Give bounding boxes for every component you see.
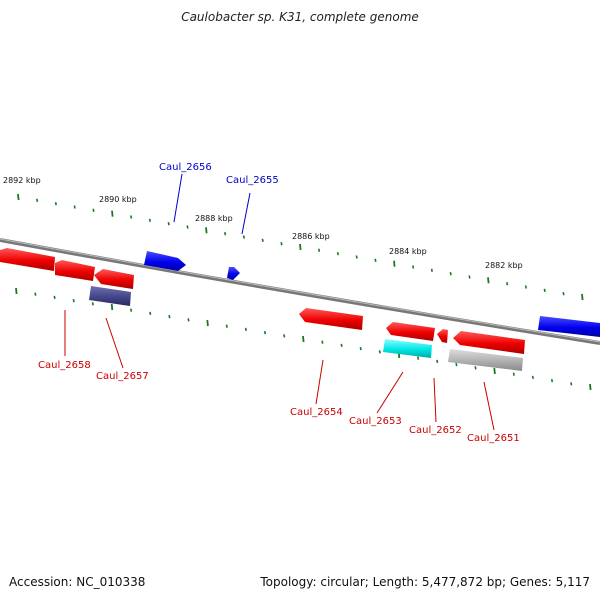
forward-genes — [144, 251, 600, 337]
outer-tick — [393, 260, 396, 267]
gene-arrow-caul-2657-red[interactable] — [94, 269, 134, 289]
outer-tick — [148, 218, 151, 222]
inner-tick — [263, 330, 267, 335]
inner-tick — [550, 378, 554, 383]
inner-tick — [417, 356, 420, 360]
gene-arrow-caul-2653-red[interactable] — [386, 322, 435, 341]
outer-tick — [224, 232, 227, 236]
inner-tick — [589, 383, 592, 391]
gene-block-right-edge[interactable] — [538, 316, 600, 337]
gene-arrow-caul-2658b[interactable] — [55, 260, 95, 281]
outer-tick — [449, 272, 452, 276]
outer-tick — [36, 198, 39, 202]
gene-arrow-caul-2652[interactable] — [437, 329, 448, 343]
gene-label-caul-2658[interactable]: Caul_2658 — [38, 360, 91, 371]
inner-tick — [72, 298, 75, 303]
outer-tick — [261, 238, 264, 242]
inner-tick — [34, 292, 37, 296]
gene-arrow-caul-2655[interactable] — [227, 267, 240, 280]
outer-tick — [73, 205, 76, 209]
genome-backbone — [0, 238, 600, 345]
inner-tick — [244, 327, 247, 332]
inner-tick — [110, 303, 114, 311]
outer-tick — [374, 258, 377, 262]
outer-tick — [205, 227, 208, 234]
outer-tick — [412, 265, 415, 269]
accession-text: Accession: NC_010338 — [9, 575, 146, 589]
outer-tick — [355, 255, 358, 259]
outer-tick — [506, 282, 509, 286]
map-title: Caulobacter sp. K31, complete genome — [181, 10, 419, 24]
outer-tick — [280, 242, 283, 246]
outer-tick — [130, 215, 133, 219]
genome-summary-text: Topology: circular; Length: 5,477,872 bp… — [260, 575, 590, 589]
gene-label-caul-2655[interactable]: Caul_2655 — [226, 175, 279, 186]
inner-tick — [15, 287, 18, 295]
gene-arrow-caul-2658[interactable] — [0, 248, 55, 271]
inner-tick — [130, 308, 133, 312]
outer-tick — [54, 202, 57, 206]
outer-tick — [318, 248, 321, 252]
inner-tick — [225, 324, 228, 328]
outer-tick — [524, 285, 527, 289]
inner-tick — [206, 319, 209, 327]
inner-tick — [493, 367, 496, 375]
inner-tick — [512, 372, 515, 376]
outer-tick — [336, 252, 339, 256]
inner-tick — [91, 302, 94, 306]
ruler-label-2892: 2892 kbp — [3, 176, 41, 185]
outer-tick — [430, 268, 433, 272]
tick-marks — [15, 193, 592, 391]
genome-backbone-highlight — [0, 238, 600, 343]
reverse-genes — [0, 248, 525, 371]
ruler-label-2886: 2886 kbp — [292, 232, 330, 241]
gene-label-caul-2653[interactable]: Caul_2653 — [349, 416, 402, 427]
outer-tick — [92, 208, 95, 212]
inner-tick — [283, 334, 286, 338]
outer-tick — [111, 210, 114, 217]
inner-tick — [302, 335, 305, 343]
inner-tick — [187, 318, 190, 322]
outer-tick — [543, 288, 546, 292]
inner-tick — [531, 375, 534, 380]
inner-tick — [149, 311, 152, 316]
outer-tick — [186, 225, 189, 229]
inner-tick — [168, 314, 171, 319]
inner-tick — [340, 343, 343, 348]
gene-block-caul-2657[interactable] — [89, 286, 131, 306]
outer-tick — [562, 292, 565, 296]
gene-block-caul-2653[interactable] — [383, 339, 432, 358]
inner-tick — [570, 382, 573, 386]
gene-arrow-caul-2654[interactable] — [299, 308, 363, 330]
inner-tick — [359, 346, 362, 351]
gene-label-caul-2651[interactable]: Caul_2651 — [467, 433, 520, 444]
gene-arrow-caul-2651[interactable] — [453, 331, 525, 354]
inner-tick — [474, 366, 477, 370]
ruler-label-2882: 2882 kbp — [485, 261, 523, 270]
gene-arrow-caul-2656[interactable] — [144, 251, 186, 271]
outer-tick — [581, 293, 584, 301]
gene-label-caul-2657[interactable]: Caul_2657 — [96, 371, 149, 382]
ruler-label-2884: 2884 kbp — [389, 247, 427, 256]
label-leaders — [64, 173, 495, 431]
inner-tick — [436, 359, 439, 364]
gene-block-caul-2651[interactable] — [448, 349, 523, 371]
ruler-label-2888: 2888 kbp — [195, 214, 233, 223]
outer-tick — [167, 222, 170, 226]
gene-label-caul-2652[interactable]: Caul_2652 — [409, 425, 462, 436]
gene-label-caul-2654[interactable]: Caul_2654 — [290, 407, 343, 418]
ruler-label-2890: 2890 kbp — [99, 195, 137, 204]
outer-tick — [242, 235, 245, 239]
inner-tick — [455, 362, 458, 367]
outer-tick — [487, 277, 490, 284]
outer-tick — [299, 243, 302, 251]
inner-tick — [53, 295, 56, 300]
outer-tick — [17, 193, 20, 201]
inner-tick — [321, 340, 324, 344]
inner-tick — [378, 350, 381, 354]
gene-label-caul-2656[interactable]: Caul_2656 — [159, 162, 212, 173]
outer-tick — [468, 275, 471, 279]
